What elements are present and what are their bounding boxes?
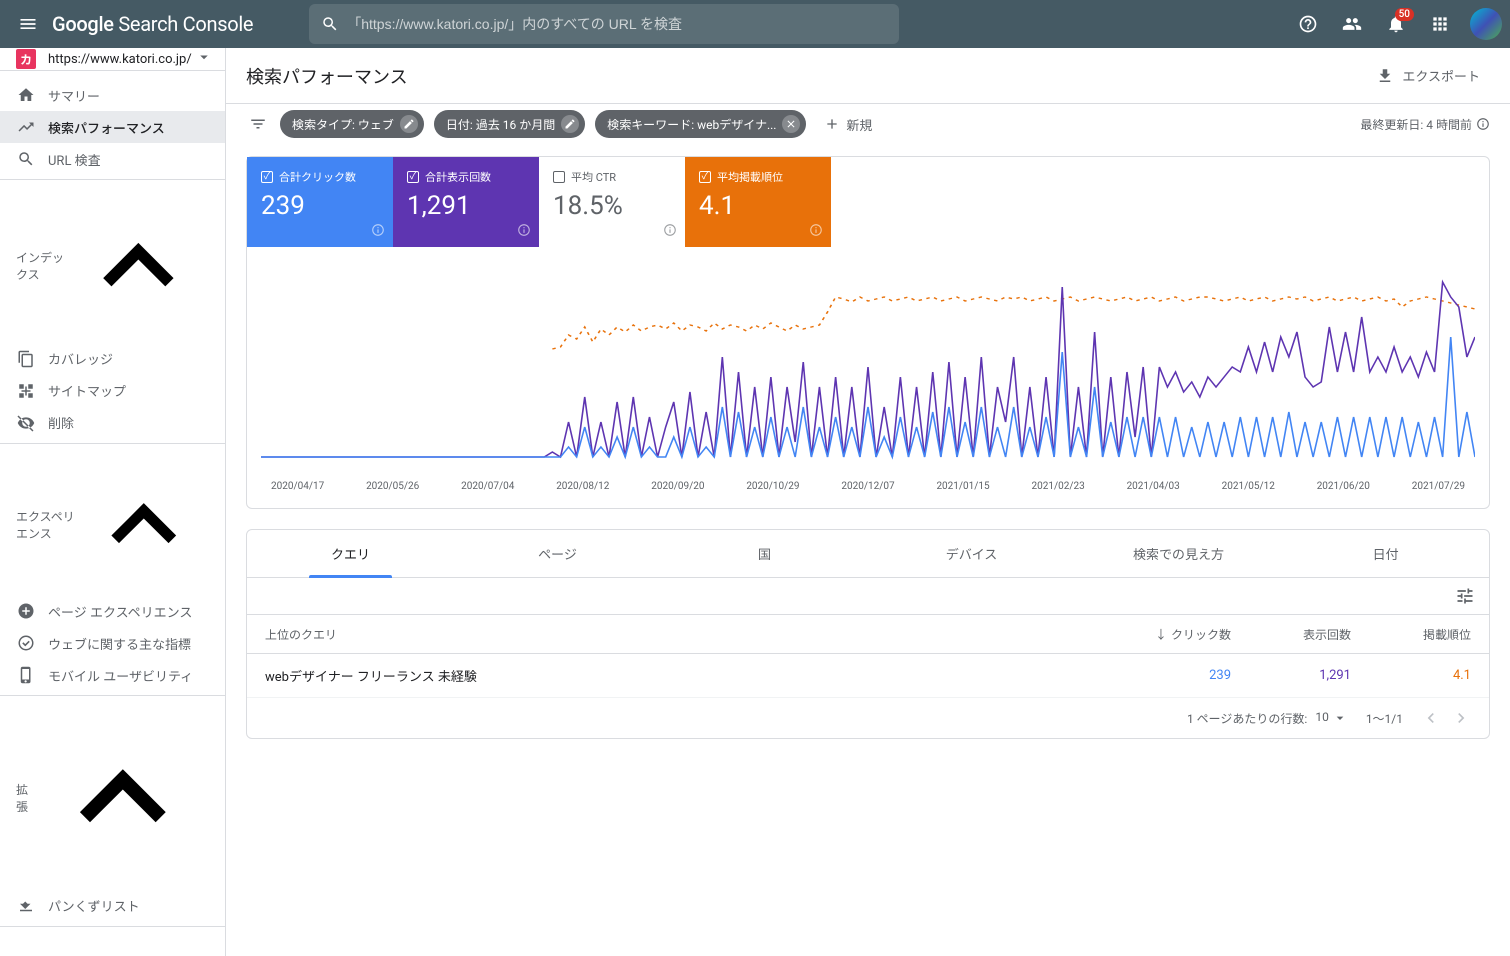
info-icon[interactable] xyxy=(663,223,677,241)
data-table-card: クエリページ国デバイス検索での見え方日付 上位のクエリ ↓クリック数 表示回数 … xyxy=(246,529,1490,739)
nav-section[interactable]: 拡張 xyxy=(0,700,225,890)
tab-2[interactable]: 国 xyxy=(661,530,868,577)
table-footer: 1 ページあたりの行数: 10 1～1/1 xyxy=(247,698,1489,738)
last-update: 最終更新日: 4 時間前 xyxy=(1360,116,1490,133)
rows-per-page[interactable]: 10 xyxy=(1315,710,1347,726)
tab-3[interactable]: デバイス xyxy=(868,530,1075,577)
page-range: 1～1/1 xyxy=(1366,710,1403,727)
nav-search[interactable]: URL 検査 xyxy=(0,143,225,175)
copy-icon xyxy=(16,350,36,368)
nav-remove[interactable]: 削除 xyxy=(0,407,225,439)
product-logo[interactable]: Google Search Console xyxy=(52,12,253,36)
nav-plus-circle[interactable]: ページ エクスペリエンス xyxy=(0,595,225,627)
url-inspect-input[interactable] xyxy=(347,16,887,32)
col-impressions[interactable]: 表示回数 xyxy=(1231,626,1351,643)
metric-impressions[interactable]: 合計表示回数1,291 xyxy=(393,157,539,247)
plus-circle-icon xyxy=(16,602,36,620)
nav-mobile[interactable]: モバイル ユーザビリティ xyxy=(0,659,225,691)
table-header: 上位のクエリ ↓クリック数 表示回数 掲載順位 xyxy=(247,614,1489,654)
nav-section[interactable]: エクスペリエンス xyxy=(0,448,225,596)
page-title: 検索パフォーマンス xyxy=(246,63,1366,89)
nav-sitemap[interactable]: サイトマップ xyxy=(0,375,225,407)
performance-card: 合計クリック数239合計表示回数1,291平均 CTR18.5%平均掲載順位4.… xyxy=(246,156,1490,509)
edit-icon[interactable] xyxy=(561,115,579,133)
search-icon xyxy=(321,15,339,33)
remove-icon xyxy=(16,414,36,432)
info-icon[interactable] xyxy=(1476,117,1490,131)
sidebar: カ https://www.katori.co.jp/ サマリー検索パフォーマン… xyxy=(0,48,226,956)
prev-page-icon[interactable] xyxy=(1421,708,1441,728)
bread-icon xyxy=(16,897,36,915)
metric-clicks[interactable]: 合計クリック数239 xyxy=(247,157,393,247)
mobile-icon xyxy=(16,666,36,684)
search-icon xyxy=(16,150,36,168)
next-page-icon[interactable] xyxy=(1451,708,1471,728)
col-clicks[interactable]: ↓クリック数 xyxy=(1111,626,1231,643)
property-favicon: カ xyxy=(16,49,36,69)
sitemap-icon xyxy=(16,382,36,400)
performance-chart: 2020/04/172020/05/262020/07/042020/08/12… xyxy=(247,247,1489,508)
filter-chip[interactable]: 日付: 過去 16 か月間 xyxy=(434,110,585,138)
menu-icon[interactable] xyxy=(8,4,48,44)
col-query[interactable]: 上位のクエリ xyxy=(265,626,1111,643)
speed-icon xyxy=(16,634,36,652)
nav-home[interactable]: サマリー xyxy=(0,79,225,111)
nav-speed[interactable]: ウェブに関する主な指標 xyxy=(0,627,225,659)
export-button[interactable]: エクスポート xyxy=(1366,60,1490,91)
nav-bread[interactable]: パンくずリスト xyxy=(0,890,225,922)
help-icon[interactable] xyxy=(1288,4,1328,44)
info-icon[interactable] xyxy=(809,223,823,241)
trend-icon xyxy=(16,118,36,136)
dropdown-icon xyxy=(195,48,213,70)
metric-position[interactable]: 平均掲載順位4.1 xyxy=(685,157,831,247)
home-icon xyxy=(16,86,36,104)
nav-section[interactable]: インデックス xyxy=(0,184,225,343)
nav-section[interactable]: セキュリティと手動による対策 xyxy=(0,931,225,956)
page-header: 検索パフォーマンス エクスポート xyxy=(226,48,1510,104)
nav-trend[interactable]: 検索パフォーマンス xyxy=(0,111,225,143)
col-position[interactable]: 掲載順位 xyxy=(1351,626,1471,643)
main-content: 検索パフォーマンス エクスポート 検索タイプ: ウェブ日付: 過去 16 か月間… xyxy=(226,48,1510,956)
apps-icon[interactable] xyxy=(1420,4,1460,44)
filter-chip[interactable]: 検索タイプ: ウェブ xyxy=(280,110,424,138)
people-icon[interactable] xyxy=(1332,4,1372,44)
tab-5[interactable]: 日付 xyxy=(1282,530,1489,577)
info-icon[interactable] xyxy=(371,223,385,241)
account-avatar[interactable] xyxy=(1470,8,1502,40)
tab-1[interactable]: ページ xyxy=(454,530,661,577)
clear-icon[interactable] xyxy=(782,115,800,133)
property-selector[interactable]: カ https://www.katori.co.jp/ xyxy=(0,48,225,71)
notification-badge: 50 xyxy=(1395,8,1414,21)
filter-bar: 検索タイプ: ウェブ日付: 過去 16 か月間検索キーワード: webデザイナ.… xyxy=(226,104,1510,144)
app-header: Google Search Console 50 xyxy=(0,0,1510,48)
tab-0[interactable]: クエリ xyxy=(247,530,454,577)
table-filter-icon[interactable] xyxy=(1455,586,1475,606)
property-url: https://www.katori.co.jp/ xyxy=(48,52,195,67)
info-icon[interactable] xyxy=(517,223,531,241)
table-row[interactable]: webデザイナー フリーランス 未経験2391,2914.1 xyxy=(247,654,1489,698)
notifications-icon[interactable]: 50 xyxy=(1376,4,1416,44)
filter-icon[interactable] xyxy=(246,115,270,133)
edit-icon[interactable] xyxy=(400,115,418,133)
metric-ctr[interactable]: 平均 CTR18.5% xyxy=(539,157,685,247)
tab-4[interactable]: 検索での見え方 xyxy=(1075,530,1282,577)
url-inspect-search[interactable] xyxy=(309,4,899,44)
filter-chip[interactable]: 検索キーワード: webデザイナ... xyxy=(595,110,806,138)
nav-copy[interactable]: カバレッジ xyxy=(0,343,225,375)
add-filter-button[interactable]: 新規 xyxy=(816,115,880,134)
